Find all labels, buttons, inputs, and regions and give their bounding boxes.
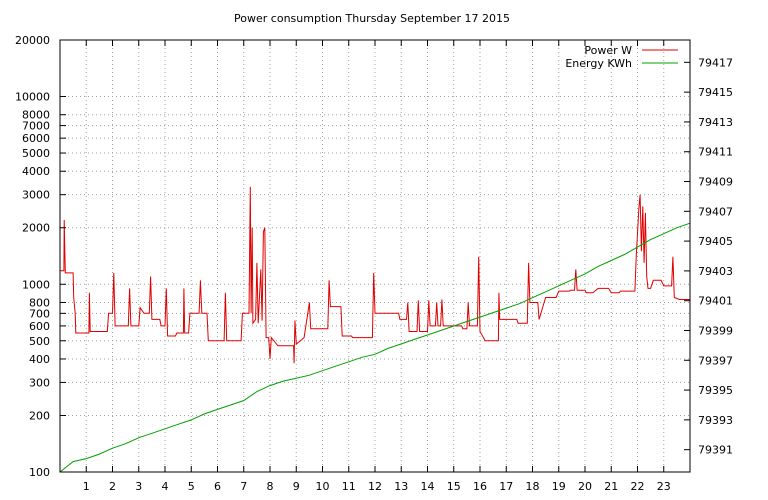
x-tick-label: 4 — [162, 480, 169, 493]
y-right-tick-label: 79415 — [698, 86, 733, 99]
legend-label-power: Power W — [584, 44, 632, 57]
chart-title: Power consumption Thursday September 17 … — [234, 12, 510, 25]
y-left-tick-label: 8000 — [22, 109, 50, 122]
x-tick-label: 14 — [421, 480, 435, 493]
y-left-tick-label: 4000 — [22, 165, 50, 178]
y-right-tick-label: 79393 — [698, 414, 733, 427]
y-left-tick-label: 700 — [29, 307, 50, 320]
x-tick-label: 21 — [604, 480, 618, 493]
x-tick-label: 13 — [394, 480, 408, 493]
legend: Power W Energy KWh — [565, 44, 678, 70]
x-tick-label: 18 — [526, 480, 540, 493]
y-left-tick-label: 2000 — [22, 222, 50, 235]
x-tick-label: 10 — [316, 480, 330, 493]
grid-layer — [60, 40, 690, 472]
y-left-tick-label: 3000 — [22, 189, 50, 202]
x-tick-label: 11 — [342, 480, 356, 493]
y-right-tick-label: 79417 — [698, 56, 733, 69]
y-left-tick-label: 7000 — [22, 120, 50, 133]
y-right-tick-label: 79405 — [698, 235, 733, 248]
y-right-tick-label: 79403 — [698, 265, 733, 278]
x-tick-label: 17 — [499, 480, 513, 493]
y-right-tick-label: 79397 — [698, 354, 733, 367]
x-tick-label: 23 — [657, 480, 671, 493]
y-left-tick-label: 800 — [29, 296, 50, 309]
y-left-tick-label: 10000 — [15, 91, 50, 104]
y-left-tick-label: 6000 — [22, 132, 50, 145]
x-tick-label: 8 — [267, 480, 274, 493]
x-tick-label: 1 — [83, 480, 90, 493]
y-left-tick-label: 600 — [29, 320, 50, 333]
power-w-line — [60, 186, 690, 364]
y-right-tick-label: 79401 — [698, 295, 733, 308]
y-left-tick-label: 20000 — [15, 34, 50, 47]
y-left-tick-label: 300 — [29, 376, 50, 389]
y-right-tick-label: 79391 — [698, 444, 733, 457]
y-left-tick-label: 1000 — [22, 278, 50, 291]
x-tick-label: 5 — [188, 480, 195, 493]
y-left-tick-label: 200 — [29, 409, 50, 422]
y-right-tick-label: 79413 — [698, 116, 733, 129]
x-tick-label: 9 — [293, 480, 300, 493]
x-tick-label: 3 — [135, 480, 142, 493]
y-left-tick-label: 100 — [29, 466, 50, 479]
x-tick-label: 16 — [473, 480, 487, 493]
x-tick-label: 12 — [368, 480, 382, 493]
legend-label-energy: Energy KWh — [565, 57, 632, 70]
y-left-tick-label: 400 — [29, 353, 50, 366]
x-tick-label: 15 — [447, 480, 461, 493]
y-left-tick-label: 500 — [29, 335, 50, 348]
x-tick-label: 6 — [214, 480, 221, 493]
energy-kwh-line — [59, 222, 691, 473]
y-right-tick-label: 79411 — [698, 146, 733, 159]
x-tick-label: 20 — [578, 480, 592, 493]
y-right-tick-label: 79409 — [698, 176, 733, 189]
y-right-tick-label: 79407 — [698, 205, 733, 218]
x-tick-label: 7 — [240, 480, 247, 493]
x-tick-label: 19 — [552, 480, 566, 493]
x-tick-label: 22 — [631, 480, 645, 493]
y-right-tick-label: 79395 — [698, 384, 733, 397]
y-left-tick-label: 5000 — [22, 147, 50, 160]
series-layer — [59, 186, 691, 473]
y-right-tick-label: 79399 — [698, 324, 733, 337]
x-tick-label: 2 — [109, 480, 116, 493]
axis-layer: 1 2 3 4 5 6 7 8 9 10 11 12 13 14 15 16 17 18 19 20 21 22 23100… — [15, 34, 733, 493]
